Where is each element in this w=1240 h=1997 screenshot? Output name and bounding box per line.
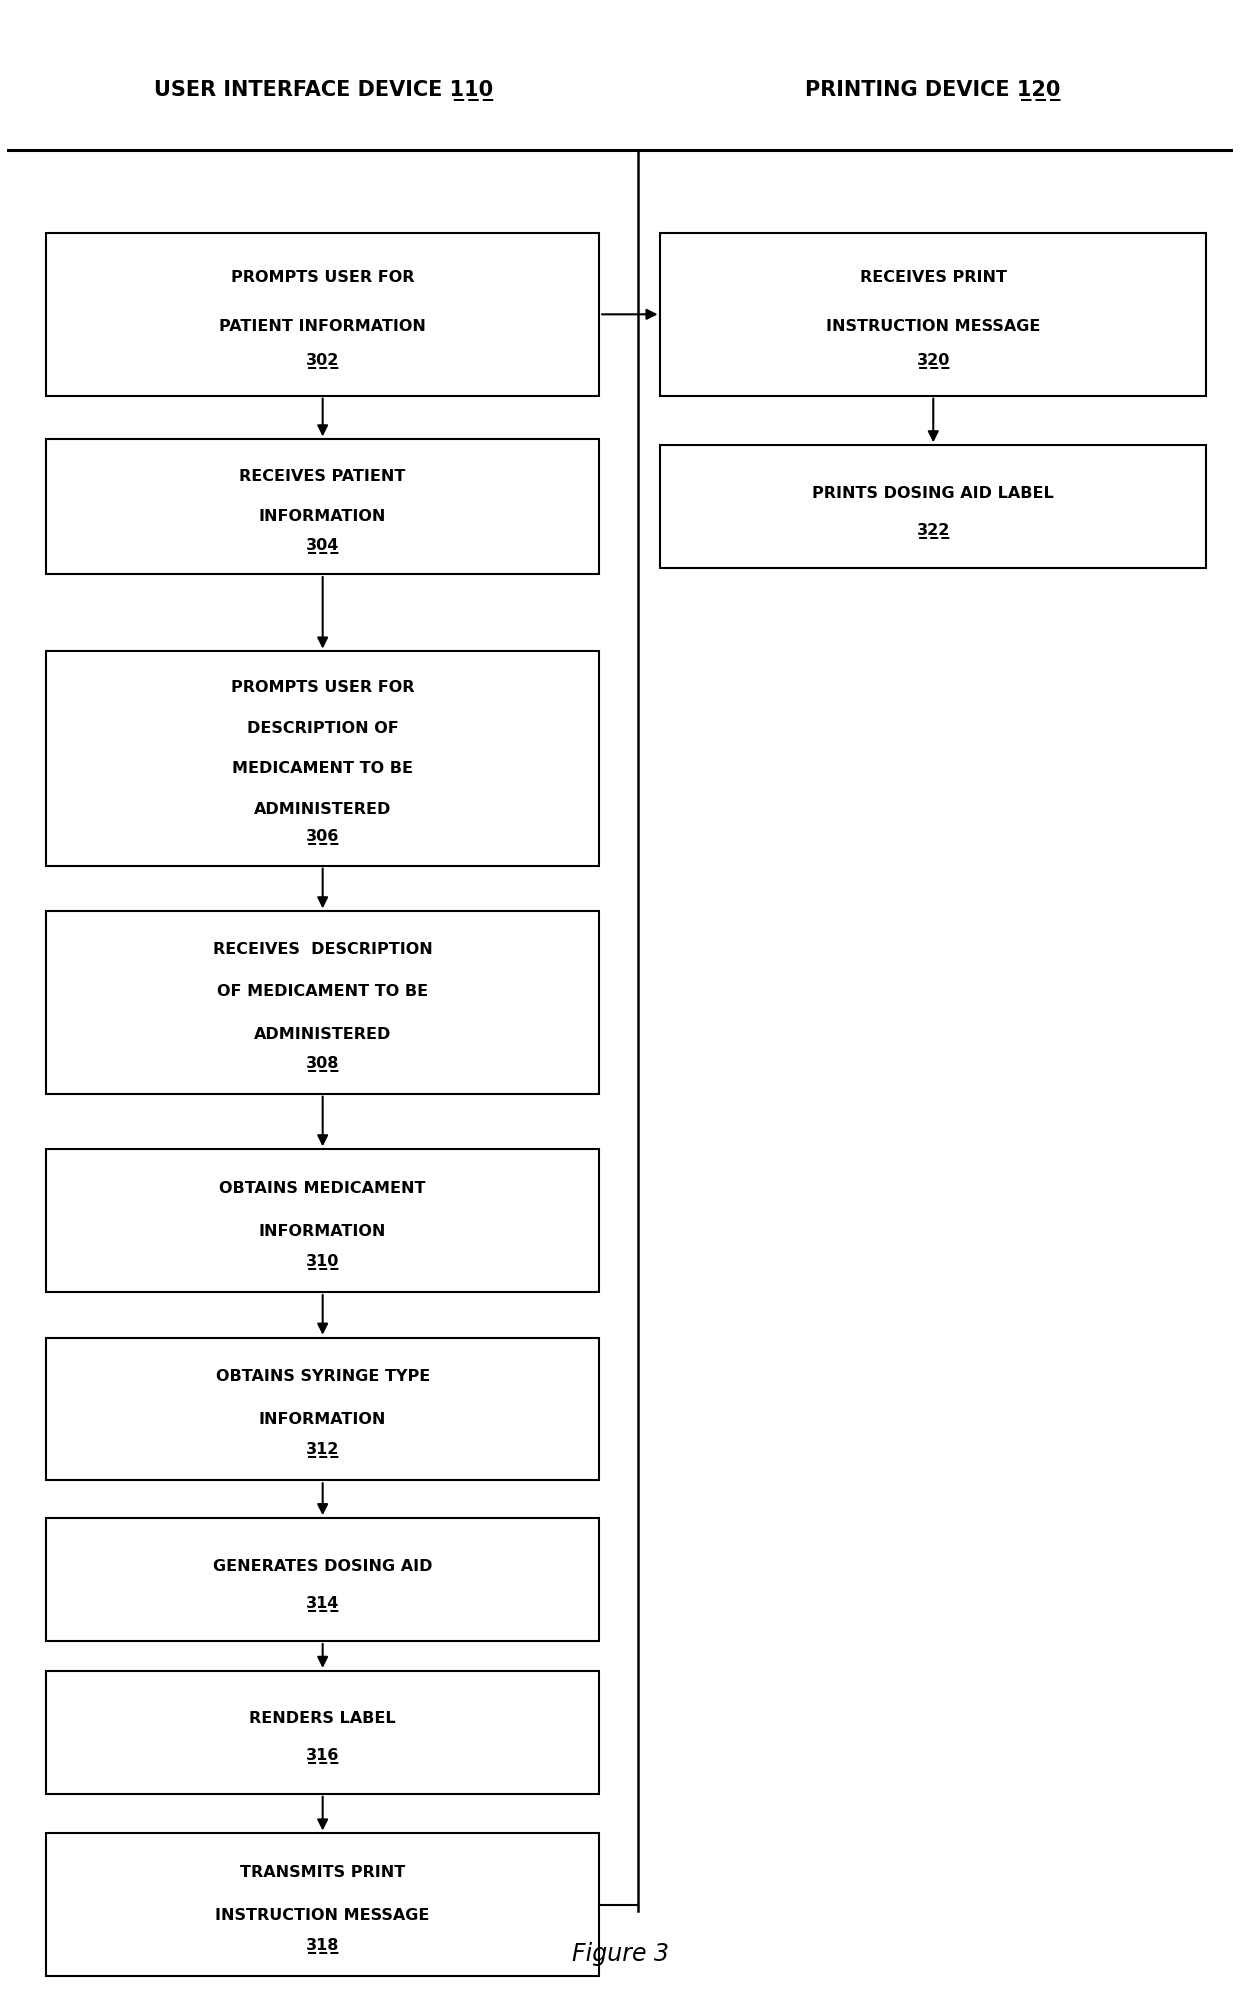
Text: INSTRUCTION MESSAGE: INSTRUCTION MESSAGE: [216, 1907, 430, 1923]
Bar: [46, 911, 599, 1094]
Text: OBTAINS SYRINGE TYPE: OBTAINS SYRINGE TYPE: [216, 1370, 430, 1384]
Bar: [46, 1338, 599, 1480]
Bar: [661, 445, 1207, 569]
Text: TRANSMITS PRINT: TRANSMITS PRINT: [241, 1865, 405, 1879]
Text: 3̲2̲0̲: 3̲2̲0̲: [916, 353, 950, 369]
Text: INSTRUCTION MESSAGE: INSTRUCTION MESSAGE: [826, 320, 1040, 333]
Bar: [46, 1148, 599, 1292]
Text: 3̲1̲8̲: 3̲1̲8̲: [306, 1937, 340, 1953]
Text: 3̲0̲8̲: 3̲0̲8̲: [306, 1056, 340, 1072]
Text: GENERATES DOSING AID: GENERATES DOSING AID: [213, 1560, 433, 1574]
Text: 3̲1̲6̲: 3̲1̲6̲: [306, 1747, 340, 1763]
Text: PROMPTS USER FOR: PROMPTS USER FOR: [231, 270, 414, 286]
Text: PRINTING DEVICE 1̲2̲0̲: PRINTING DEVICE 1̲2̲0̲: [805, 80, 1060, 100]
Bar: [46, 651, 599, 865]
Bar: [46, 1518, 599, 1642]
Text: PRINTS DOSING AID LABEL: PRINTS DOSING AID LABEL: [812, 485, 1054, 501]
Text: RENDERS LABEL: RENDERS LABEL: [249, 1711, 396, 1725]
Text: RECEIVES  DESCRIPTION: RECEIVES DESCRIPTION: [213, 943, 433, 957]
Text: ADMINISTERED: ADMINISTERED: [254, 1026, 392, 1042]
Text: 3̲2̲2̲: 3̲2̲2̲: [916, 523, 950, 539]
Text: 3̲0̲4̲: 3̲0̲4̲: [306, 537, 340, 553]
Text: 3̲1̲2̲: 3̲1̲2̲: [306, 1442, 340, 1458]
Text: PATIENT INFORMATION: PATIENT INFORMATION: [219, 320, 427, 333]
Text: RECEIVES PATIENT: RECEIVES PATIENT: [239, 469, 405, 483]
Text: RECEIVES PRINT: RECEIVES PRINT: [859, 270, 1007, 286]
Text: 3̲0̲2̲: 3̲0̲2̲: [306, 353, 340, 369]
Text: MEDICAMENT TO BE: MEDICAMENT TO BE: [232, 761, 413, 777]
Text: 3̲1̲0̲: 3̲1̲0̲: [306, 1254, 340, 1270]
Text: INFORMATION: INFORMATION: [259, 509, 387, 525]
Text: PROMPTS USER FOR: PROMPTS USER FOR: [231, 681, 414, 695]
Text: INFORMATION: INFORMATION: [259, 1224, 387, 1238]
Bar: [46, 439, 599, 573]
Bar: [46, 234, 599, 395]
Bar: [46, 1671, 599, 1793]
Text: 3̲0̲6̲: 3̲0̲6̲: [306, 829, 340, 845]
Text: Figure 3: Figure 3: [572, 1943, 668, 1967]
Text: OF MEDICAMENT TO BE: OF MEDICAMENT TO BE: [217, 985, 428, 998]
Text: OBTAINS MEDICAMENT: OBTAINS MEDICAMENT: [219, 1180, 425, 1196]
Text: USER INTERFACE DEVICE 1̲1̲0̲: USER INTERFACE DEVICE 1̲1̲0̲: [154, 80, 492, 100]
Bar: [46, 1833, 599, 1977]
Bar: [661, 234, 1207, 395]
Text: ADMINISTERED: ADMINISTERED: [254, 801, 392, 817]
Text: 3̲1̲4̲: 3̲1̲4̲: [306, 1596, 340, 1612]
Text: DESCRIPTION OF: DESCRIPTION OF: [247, 721, 398, 735]
Text: INFORMATION: INFORMATION: [259, 1412, 387, 1428]
